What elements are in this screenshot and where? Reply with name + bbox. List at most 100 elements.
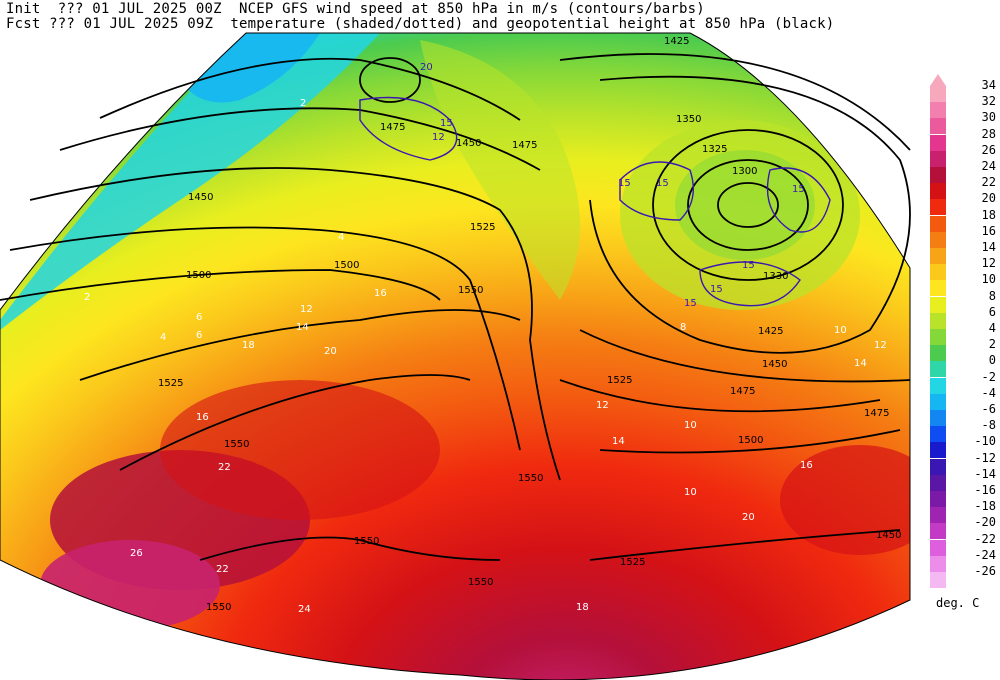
legend-label: -16 [974, 483, 996, 497]
legend-label: 0 [988, 353, 996, 368]
temp-label: 12 [874, 340, 887, 351]
legend-entry: 10 [928, 272, 1000, 297]
wind-label: 15 [440, 118, 453, 129]
temp-label: 2 [300, 98, 306, 109]
temp-label: 22 [218, 462, 231, 473]
wind-label: 15 [742, 260, 755, 271]
height-label: 1500 [334, 260, 359, 271]
legend-label: 32 [981, 94, 996, 109]
legend-swatch [930, 231, 946, 248]
legend-entry: 20 [928, 191, 1000, 216]
temp-label: 12 [596, 400, 609, 411]
legend-swatch [930, 474, 946, 491]
legend-entry: 4 [928, 321, 1000, 345]
legend-label: -24 [974, 547, 996, 562]
legend-swatch [930, 458, 946, 475]
legend-swatch [930, 296, 946, 313]
legend-swatch [930, 215, 946, 232]
legend-entry: 8 [928, 289, 1000, 313]
height-label: 1350 [676, 114, 701, 125]
height-label: 1475 [864, 408, 889, 419]
height-label: 1500 [186, 270, 211, 281]
temp-label: 18 [242, 340, 255, 351]
legend-swatch [930, 264, 946, 281]
legend-swatch [930, 523, 946, 540]
legend-entry: 30 [928, 110, 1000, 135]
legend-label: -14 [974, 466, 996, 481]
legend-swatch [930, 491, 946, 507]
legend-entry: -24 [928, 548, 1000, 572]
legend-entry: 18 [928, 208, 1000, 232]
legend-entry: 16 [928, 224, 1000, 248]
height-label: 1330 [763, 271, 788, 282]
temp-label: 10 [684, 487, 697, 498]
legend-swatch [930, 442, 946, 459]
legend-label: 18 [981, 207, 996, 222]
legend-swatch [930, 507, 946, 524]
legend-label: -18 [974, 499, 996, 514]
temp-label: 4 [338, 232, 344, 243]
legend-swatch [930, 361, 946, 378]
temp-label: 2 [84, 292, 90, 303]
header-forecast-line: Fcst ??? 01 JUL 2025 09Z temperature (sh… [6, 16, 835, 32]
legend-swatch [930, 167, 946, 183]
height-label: 1450 [876, 530, 901, 541]
legend-label: -12 [974, 450, 996, 465]
temp-label: 26 [130, 548, 143, 559]
legend-swatch [930, 134, 946, 151]
legend-entry: 34 [928, 78, 1000, 102]
temp-label: 6 [196, 330, 202, 341]
temp-label: 8 [680, 322, 686, 333]
legend-units: deg. C [936, 596, 980, 610]
legend-swatch [930, 280, 946, 297]
legend-label: 16 [981, 223, 996, 238]
legend-entry: 2 [928, 337, 1000, 362]
temp-label: 12 [300, 304, 313, 315]
wind-label: 15 [656, 178, 669, 189]
legend-label: 28 [981, 126, 996, 141]
temp-label: 6 [196, 312, 202, 323]
legend-entry: -2 [928, 370, 1000, 394]
legend-swatch [930, 539, 946, 556]
temp-label: 16 [374, 288, 387, 299]
legend-label: 24 [981, 159, 996, 173]
legend-label: 10 [981, 272, 996, 287]
legend-label: -4 [981, 385, 996, 400]
height-label: 1550 [354, 536, 379, 547]
legend-swatch [930, 312, 946, 329]
height-label: 1550 [468, 577, 493, 588]
legend-label: 14 [981, 240, 996, 254]
legend-entry: -26 [928, 564, 1000, 588]
height-label: 1550 [206, 602, 231, 613]
temperature-field [0, 33, 910, 680]
temp-label: 16 [196, 412, 209, 423]
legend-entry: -18 [928, 499, 1000, 524]
height-label: 1475 [512, 140, 537, 151]
legend-label: 8 [988, 288, 996, 303]
legend-swatch [930, 118, 946, 135]
height-label: 1300 [732, 166, 757, 177]
height-label: 1525 [470, 222, 495, 233]
wind-label: 15 [792, 184, 805, 195]
wind-label-group: 20 15 15 15 15 15 15 12 15 [420, 62, 805, 309]
height-label: 1450 [762, 359, 787, 370]
legend-swatch [930, 393, 946, 410]
legend-entry: 0 [928, 353, 1000, 378]
legend-swatch [930, 572, 946, 588]
legend-entry: -22 [928, 532, 1000, 556]
height-label: 1325 [702, 144, 727, 155]
legend-label: -20 [974, 515, 996, 530]
temp-label: 28 [124, 616, 137, 627]
legend-swatch [930, 426, 946, 443]
wind-label: 12 [432, 132, 445, 143]
temp-label: 24 [298, 604, 311, 615]
height-label: 1425 [664, 36, 689, 47]
wind-label: 15 [618, 178, 631, 189]
legend-swatch [930, 102, 946, 119]
legend-label: -8 [981, 418, 996, 433]
legend-label: -10 [974, 434, 996, 449]
wind-label: 20 [420, 62, 433, 73]
height-label: 1475 [730, 386, 755, 397]
legend-entry: 24 [928, 159, 1000, 183]
temp-label: 14 [296, 322, 309, 333]
